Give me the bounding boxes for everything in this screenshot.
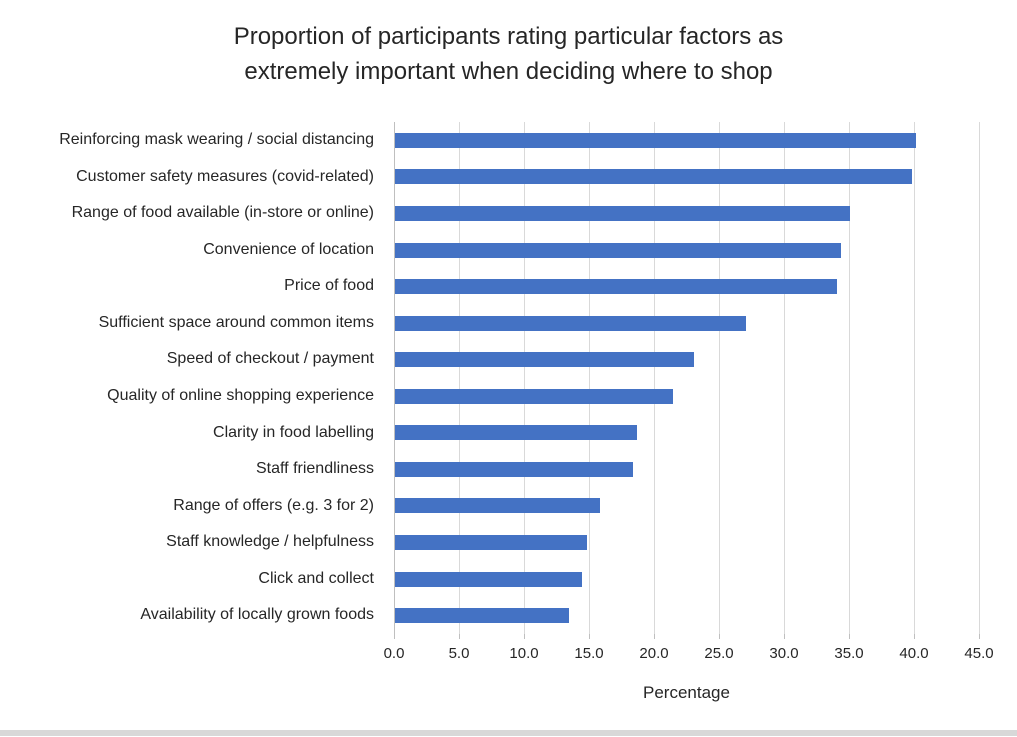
gridline: [524, 122, 525, 634]
category-label: Range of offers (e.g. 3 for 2): [173, 496, 374, 514]
bar: [395, 572, 582, 587]
x-tick-label: 20.0: [639, 645, 669, 662]
bar: [395, 389, 673, 404]
gridline: [849, 122, 850, 634]
bar: [395, 498, 600, 513]
bar: [395, 425, 637, 440]
category-label: Availability of locally grown foods: [140, 606, 374, 624]
bar: [395, 535, 587, 550]
axis-tick: [914, 634, 915, 639]
axis-tick: [394, 634, 395, 639]
axis-tick: [784, 634, 785, 639]
bar: [395, 206, 850, 221]
category-axis: Reinforcing mask wearing / social distan…: [0, 122, 384, 634]
x-tick-label: 0.0: [383, 645, 405, 662]
category-label: Clarity in food labelling: [213, 423, 374, 441]
x-tick-label: 10.0: [509, 645, 539, 662]
gridline: [654, 122, 655, 634]
axis-tick: [524, 634, 525, 639]
category-label: Convenience of location: [203, 240, 374, 258]
chart-title: Proportion of participants rating partic…: [233, 23, 784, 85]
category-label: Reinforcing mask wearing / social distan…: [59, 131, 374, 148]
x-tick-label: 45.0: [964, 645, 994, 662]
category-label: Click and collect: [258, 569, 374, 587]
category-label: Staff friendliness: [256, 460, 374, 478]
axis-line: [394, 122, 395, 634]
gridline: [719, 122, 720, 634]
bar: [395, 243, 841, 258]
category-label: Customer safety measures (covid-related): [76, 167, 374, 185]
x-tick-label: 5.0: [448, 645, 470, 662]
bar: [395, 279, 837, 294]
x-axis-label: Percentage: [643, 683, 730, 702]
axis-tick: [589, 634, 590, 639]
value-axis: 0.0 5.0 10.0 15.0 20.0 25.0 30.0 35.0 40.0 45.0: [384, 634, 994, 674]
gridline: [459, 122, 460, 634]
axis-tick: [459, 634, 460, 639]
category-label: Sufficient space around common items: [98, 313, 374, 331]
category-label: Staff knowledge / helpfulness: [166, 533, 374, 551]
gridline: [589, 122, 590, 634]
category-label: Quality of online shopping experience: [107, 387, 374, 404]
x-tick-label: 40.0: [899, 645, 929, 662]
bar: [395, 169, 912, 184]
bar: [395, 608, 569, 623]
gridline: [979, 122, 980, 634]
x-tick-label: 30.0: [769, 645, 799, 662]
x-tick-label: 25.0: [704, 645, 734, 662]
bar: [395, 462, 633, 477]
x-tick-label: 35.0: [834, 645, 864, 662]
gridline: [784, 122, 785, 634]
window-bottom-edge: [0, 730, 1017, 736]
category-label: Price of food: [284, 277, 374, 295]
bar: [395, 352, 694, 367]
gridline: [914, 122, 915, 634]
axis-tick: [979, 634, 980, 639]
category-label: Speed of checkout / payment: [166, 350, 374, 368]
axis-tick: [719, 634, 720, 639]
bar: [395, 133, 916, 148]
axis-tick: [654, 634, 655, 639]
x-tick-label: 15.0: [574, 645, 604, 662]
bar: [395, 316, 746, 331]
plot-area: [394, 122, 980, 634]
axis-tick: [849, 634, 850, 639]
category-label: Range of food available (in-store or onl…: [71, 204, 374, 222]
